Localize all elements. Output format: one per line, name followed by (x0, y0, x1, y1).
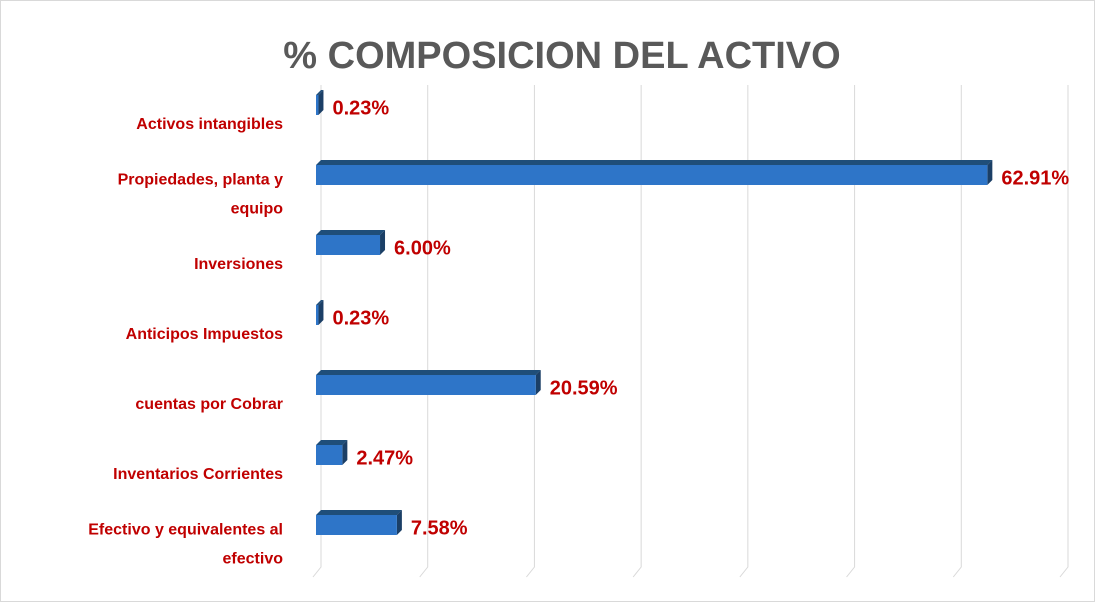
value-label: 6.00% (394, 237, 451, 259)
grid-line (846, 85, 856, 578)
bar-side (318, 90, 324, 115)
bar-top (316, 510, 402, 515)
bar-top (316, 440, 348, 445)
bar (316, 230, 386, 255)
category-label: Inversiones (194, 256, 283, 273)
category-label: Inventarios Corrientes (113, 466, 283, 483)
category-label: Anticipos Impuestos (126, 326, 283, 343)
bar-side (987, 160, 993, 185)
value-label: 62.91% (1001, 167, 1069, 189)
bar-top (316, 300, 324, 305)
grid-line (952, 85, 962, 578)
bar-front (316, 95, 319, 115)
bar-side (380, 230, 386, 255)
bar-front (316, 375, 536, 395)
bar-side (318, 300, 324, 325)
bar (316, 300, 324, 325)
grid-line (526, 85, 535, 578)
value-label: 20.59% (550, 377, 618, 399)
category-label: Activos intangibles (136, 116, 283, 133)
bar-side (396, 510, 402, 535)
bar-front (316, 445, 343, 465)
bar-top (316, 230, 386, 235)
grid-line (739, 85, 749, 578)
bar-front (316, 305, 319, 325)
bar-side (535, 370, 541, 395)
value-label: 0.23% (332, 97, 389, 119)
bar-top (316, 370, 541, 375)
bar (316, 90, 324, 115)
bar (316, 440, 348, 465)
chart-title: % COMPOSICION DEL ACTIVO (283, 35, 840, 77)
category-label: Propiedades, planta y equipo (118, 172, 284, 218)
value-label: 7.58% (411, 517, 468, 539)
category-label: Efectivo y equivalentes al efectivo (88, 522, 283, 568)
bar-top (316, 160, 993, 165)
bar (316, 370, 541, 395)
value-label: 2.47% (356, 447, 413, 469)
grid-line (632, 85, 642, 578)
grid-line (1059, 85, 1069, 578)
grid-line (419, 85, 429, 578)
bar (316, 510, 402, 535)
bar-top (316, 90, 324, 95)
bar-front (316, 165, 988, 185)
bar-front (316, 235, 381, 255)
value-label: 0.23% (332, 307, 389, 329)
bar (316, 160, 993, 185)
bar-side (342, 440, 348, 465)
category-label: cuentas por Cobrar (135, 396, 283, 413)
bar-front (316, 515, 397, 535)
